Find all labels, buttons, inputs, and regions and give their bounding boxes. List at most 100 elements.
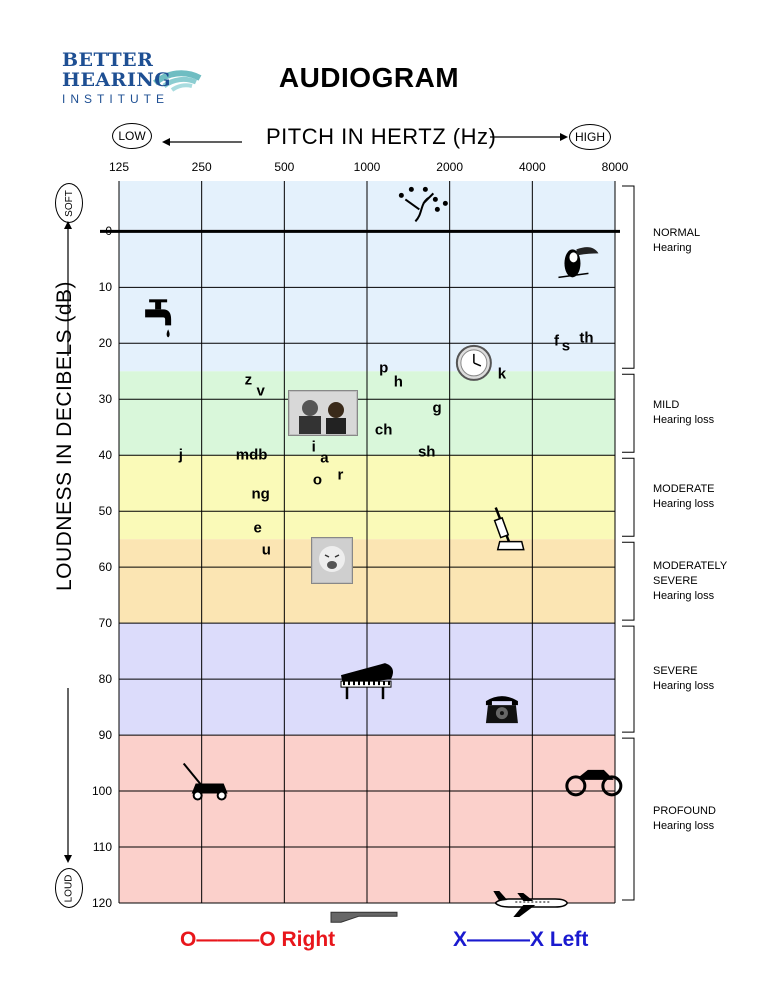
legend-left: X———X Left (453, 928, 589, 951)
phoneme-th: th (579, 329, 594, 347)
logo-text-2: HEARING (62, 69, 171, 91)
band-label-line: Hearing loss (653, 589, 715, 602)
phoneme-u: u (261, 541, 271, 559)
x-tick-250: 250 (191, 160, 212, 174)
band-label-mild: MILD Hearing loss (653, 398, 714, 428)
talking-people-photo (288, 390, 358, 436)
phoneme-z: z (244, 371, 253, 389)
shotgun-icon (330, 911, 398, 923)
y-tick-80: 80 (98, 672, 112, 687)
y-tick-50: 50 (98, 504, 112, 519)
phoneme-f: f (554, 332, 560, 349)
phoneme-sh: sh (417, 443, 436, 461)
piano-icon (340, 663, 393, 700)
toucan-icon (558, 247, 599, 279)
motorcycle-icon (565, 769, 623, 797)
y-tick-110: 110 (92, 840, 112, 855)
band-label-line: MILD (653, 399, 680, 412)
band-label-line: Hearing loss (653, 680, 715, 693)
left-arrow-icon (162, 134, 242, 152)
y-tick-60: 60 (98, 560, 112, 575)
phoneme-e: e (253, 519, 262, 537)
crying-baby-icon (313, 539, 351, 582)
phoneme-ng: ng (251, 485, 270, 503)
x-tick-2000: 2000 (436, 160, 464, 174)
chart-title: AUDIOGRAM (0, 62, 768, 94)
y-tick-10: 10 (98, 280, 112, 295)
logo-arc-icon (153, 70, 202, 92)
phoneme-j: j (178, 446, 183, 464)
band-bracket-severe (622, 625, 635, 733)
band-label-line: Hearing loss (653, 820, 715, 833)
y-tick-90: 90 (98, 728, 112, 743)
logo (60, 38, 205, 108)
x-tick-1000: 1000 (353, 160, 381, 174)
band-label-line: Hearing loss (653, 498, 715, 511)
band-label-moderate: MODERATE Hearing loss (653, 482, 715, 512)
band-bracket-profound (622, 737, 635, 901)
soft-oval: SOFT (55, 183, 83, 223)
phoneme-a: a (320, 449, 329, 467)
x-tick-4000: 4000 (518, 160, 546, 174)
right-arrow-icon (490, 129, 568, 147)
band-bracket-moderate (622, 457, 635, 537)
clock-icon (455, 344, 492, 381)
y-tick-100: 100 (91, 784, 112, 799)
phoneme-k: k (497, 365, 507, 383)
crying-baby-photo (311, 537, 353, 584)
high-oval: HIGH (569, 124, 611, 150)
x-axis-label: PITCH IN HERTZ (Hz) (266, 124, 497, 149)
phoneme-o: o (312, 471, 323, 489)
band-label-profound: PROFOUND Hearing loss (653, 804, 716, 834)
band-label-normal: NORMAL Hearing (653, 226, 700, 256)
band-label-line: SEVERE (653, 574, 698, 587)
low-label: LOW (118, 129, 146, 143)
lawnmower-icon (182, 762, 228, 801)
phoneme-p: p (379, 359, 389, 377)
down-arrow-icon (63, 688, 73, 868)
phoneme-ch: ch (374, 421, 393, 439)
vacuum-icon (493, 507, 525, 551)
band-bracket-moderately_severe (622, 541, 635, 621)
loud-oval: LOUD (55, 868, 83, 908)
band-label-severe: SEVERE Hearing loss (653, 664, 714, 694)
x-tick-500: 500 (274, 160, 295, 174)
phoneme-h: h (393, 373, 403, 391)
phoneme-v: v (256, 382, 265, 400)
y-tick-70: 70 (98, 616, 112, 631)
telephone-icon (485, 696, 518, 724)
band-label-line: SEVERE (653, 665, 698, 678)
legend-right: O———O Right (180, 928, 336, 951)
band-label-line: PROFOUND (653, 805, 716, 818)
brackets-layer (622, 185, 635, 901)
logo-text-3: INSTITUTE (62, 92, 169, 106)
phoneme-g: g (432, 399, 442, 417)
talking-people-icon (290, 392, 356, 434)
up-arrow-icon (63, 221, 73, 361)
phoneme-s: s (561, 337, 571, 355)
y-tick-20: 20 (98, 336, 112, 351)
airplane-icon (493, 891, 569, 917)
band-bracket-normal (622, 185, 635, 369)
band-bracket-mild (622, 373, 635, 453)
x-tick-8000: 8000 (601, 160, 629, 174)
band-label-line: NORMAL (653, 226, 701, 239)
y-tick-40: 40 (98, 448, 112, 463)
y-tick-30: 30 (98, 392, 112, 407)
grid-layer (100, 181, 620, 904)
icons-layer (145, 186, 623, 923)
band-label-line: MODERATE (653, 483, 715, 496)
band-label-line: MODERATELY (653, 559, 728, 572)
tree-icon (398, 186, 448, 223)
faucet-icon (145, 299, 172, 338)
x-tick-125: 125 (108, 160, 130, 174)
phoneme-mdb: mdb (235, 446, 268, 464)
chart-title-text: AUDIOGRAM (278, 62, 460, 93)
band-label-moderately_severe: MODERATELY SEVERE Hearing loss (653, 559, 727, 604)
phoneme-r: r (337, 466, 344, 484)
high-label: HIGH (575, 130, 605, 144)
band-label-line: Hearing (653, 241, 692, 254)
band-label-line: Hearing loss (653, 414, 715, 427)
logo-text-1: BETTER (62, 49, 154, 71)
